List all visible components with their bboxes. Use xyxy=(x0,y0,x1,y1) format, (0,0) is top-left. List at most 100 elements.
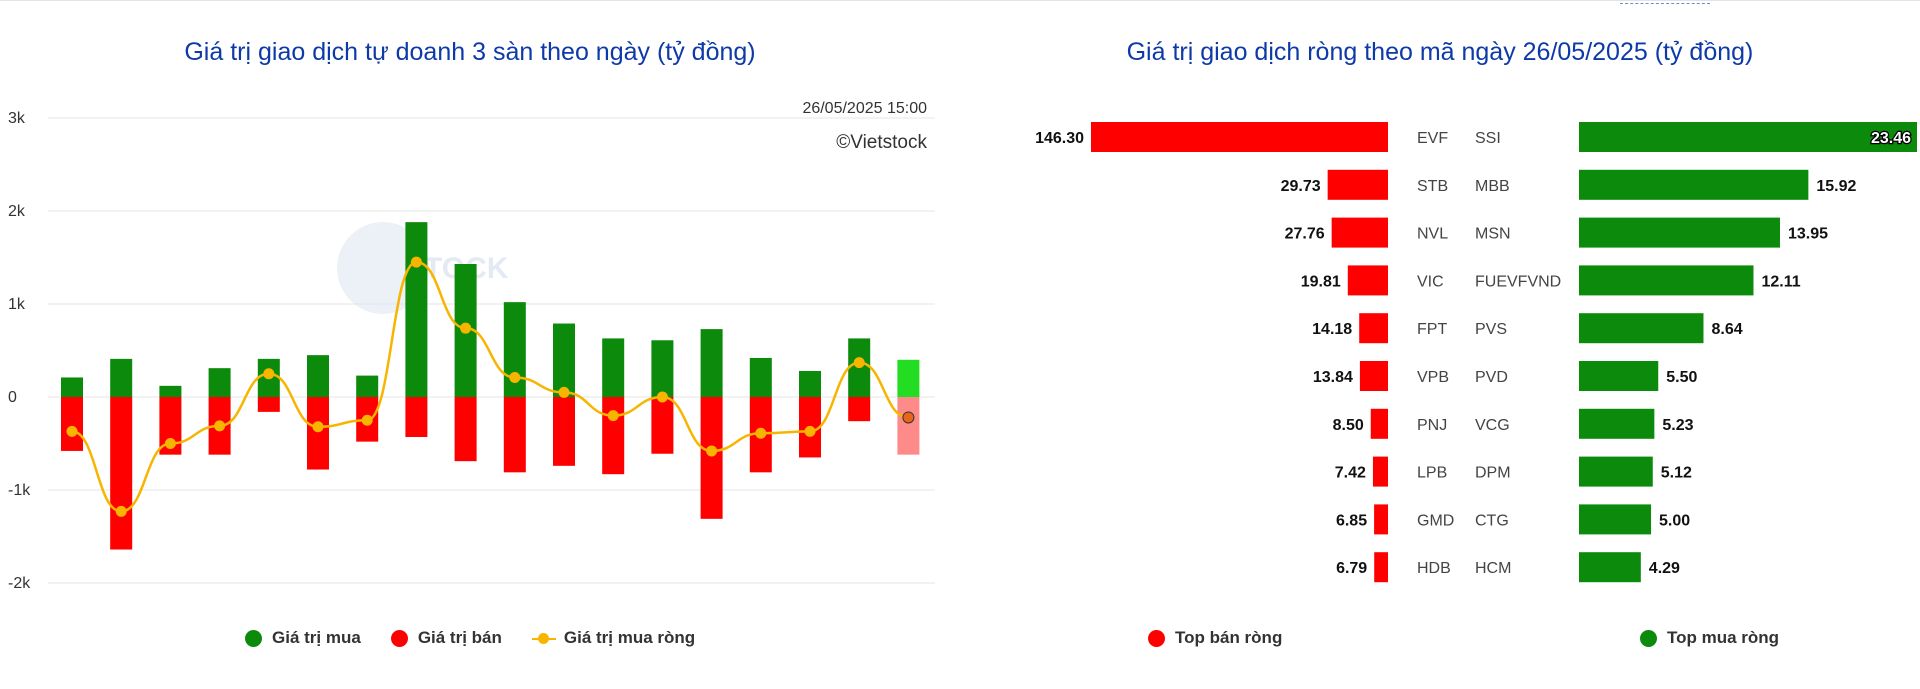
buy-ticker-label: SSI xyxy=(1475,130,1501,147)
sell-bar xyxy=(1374,552,1388,583)
sell-value-label: 6.85 xyxy=(1336,512,1367,529)
legend-sell-label: Giá trị bán xyxy=(417,628,502,647)
sell-ticker-label: STB xyxy=(1417,178,1448,195)
sell-value-label: 8.50 xyxy=(1333,417,1364,434)
buy-value-label: 23.46 xyxy=(1871,130,1911,147)
buy-bar xyxy=(897,359,920,397)
y-tick-label: -2k xyxy=(8,575,31,592)
sell-value-label: 7.42 xyxy=(1335,465,1366,482)
buy-bar xyxy=(159,385,182,397)
buy-bar xyxy=(307,355,329,397)
buy-bar xyxy=(799,370,821,397)
sell-bar xyxy=(257,397,280,412)
buy-bar xyxy=(405,222,428,397)
sell-value-label: 13.84 xyxy=(1313,369,1353,386)
sell-bar xyxy=(405,397,428,437)
legend-top-sell-label: Top bán ròng xyxy=(1175,628,1283,647)
legend-net-line-icon xyxy=(531,630,556,647)
sell-ticker-label: PNJ xyxy=(1417,417,1447,434)
buy-ticker-label: MSN xyxy=(1475,226,1511,243)
net-point xyxy=(656,391,668,403)
sell-value-label: 19.81 xyxy=(1301,273,1341,290)
x-tick-label: 23/05 xyxy=(839,599,879,600)
net-point xyxy=(312,421,324,433)
y-tick-label: 1k xyxy=(8,296,26,313)
right-chart-title: Giá trị giao dịch ròng theo mã ngày 26/0… xyxy=(1126,38,1754,66)
net-point xyxy=(410,256,422,268)
net-point xyxy=(706,445,718,457)
net-point xyxy=(164,438,176,449)
buy-bar xyxy=(700,329,723,397)
buy-bar xyxy=(503,302,526,397)
sell-bar xyxy=(159,397,182,455)
buy-value-label: 5.00 xyxy=(1659,512,1690,529)
sell-bar xyxy=(1372,456,1388,487)
sell-bar xyxy=(61,397,83,451)
buy-ticker-label: MBB xyxy=(1475,178,1510,195)
net-point xyxy=(361,414,373,426)
sell-value-label: 27.76 xyxy=(1285,226,1325,243)
buy-bar xyxy=(356,375,379,397)
sell-bar xyxy=(1359,361,1388,391)
right-legend-sell[interactable]: Top bán ròng xyxy=(1148,628,1282,648)
sell-bar xyxy=(848,397,871,422)
sell-value-label: 14.18 xyxy=(1312,321,1352,338)
buy-bar xyxy=(1579,313,1704,344)
x-tick-label: 07/05 xyxy=(249,599,289,600)
left-chart-title: Giá trị giao dịch tự doanh 3 sàn theo ng… xyxy=(184,38,756,66)
sell-bar xyxy=(1370,408,1388,439)
net-point xyxy=(115,505,127,517)
buy-value-label: 5.12 xyxy=(1661,465,1692,482)
right-legend-buy[interactable]: Top mua ròng xyxy=(1640,628,1779,648)
legend-buy-label: Giá trị mua xyxy=(272,628,361,647)
buy-ticker-label: PVS xyxy=(1475,321,1507,338)
legend-sell[interactable]: Giá trị bán xyxy=(390,628,502,648)
sell-ticker-label: GMD xyxy=(1417,512,1454,529)
net-point xyxy=(853,357,865,369)
net-point xyxy=(607,410,619,422)
sell-ticker-label: NVL xyxy=(1417,226,1448,243)
sell-ticker-label: VIC xyxy=(1417,273,1444,290)
legend-buy-dot-icon xyxy=(245,629,262,647)
legend-net[interactable]: Giá trị mua ròng xyxy=(531,628,695,648)
sell-bar xyxy=(1331,217,1388,248)
sell-value-label: 29.73 xyxy=(1281,178,1321,195)
sell-ticker-label: HDB xyxy=(1417,560,1451,577)
buy-bar xyxy=(1579,122,1917,152)
top-dashed-tab-indicator xyxy=(1620,3,1710,4)
sell-bar xyxy=(602,397,625,475)
net-line xyxy=(66,256,915,517)
net-by-ticker-chart: 146.30 EVF SSI 23.46 29.73 STB MBB 15.92 27.76 NV… xyxy=(1035,122,1917,583)
buy-ticker-label: CTG xyxy=(1475,512,1509,529)
sell-bar xyxy=(700,397,723,519)
buy-bar xyxy=(1579,504,1652,535)
x-tick-label: 13/05 xyxy=(446,599,486,600)
top-border xyxy=(0,0,1920,5)
sell-value-label: 146.30 xyxy=(1035,130,1084,147)
net-point xyxy=(755,427,767,439)
left-legend: Giá trị mua Giá trị bán Giá trị mua ròng xyxy=(245,628,725,648)
net-point xyxy=(804,425,816,437)
sell-bar xyxy=(110,397,133,550)
buy-bar xyxy=(749,357,772,397)
sell-bar xyxy=(897,397,920,455)
sell-bar xyxy=(1359,313,1388,344)
y-tick-label: 2k xyxy=(8,203,26,220)
buy-bar xyxy=(1579,552,1641,583)
x-tick-label: 21/05 xyxy=(741,599,781,600)
buy-bar xyxy=(1579,456,1653,487)
chart-credit: ©Vietstock xyxy=(836,132,927,153)
x-tick-label: 09/05 xyxy=(347,599,387,600)
buy-bar xyxy=(1579,169,1809,200)
buy-bar xyxy=(110,358,133,397)
sell-bar xyxy=(553,397,575,466)
sell-bar xyxy=(454,397,477,462)
y-tick-label: 3k xyxy=(8,110,26,127)
buy-bar xyxy=(1579,217,1780,248)
net-point xyxy=(558,386,570,398)
buy-ticker-label: VCG xyxy=(1475,417,1510,434)
legend-buy[interactable]: Giá trị mua xyxy=(245,628,361,648)
buy-value-label: 15.92 xyxy=(1816,178,1856,195)
buy-bar xyxy=(651,340,674,397)
